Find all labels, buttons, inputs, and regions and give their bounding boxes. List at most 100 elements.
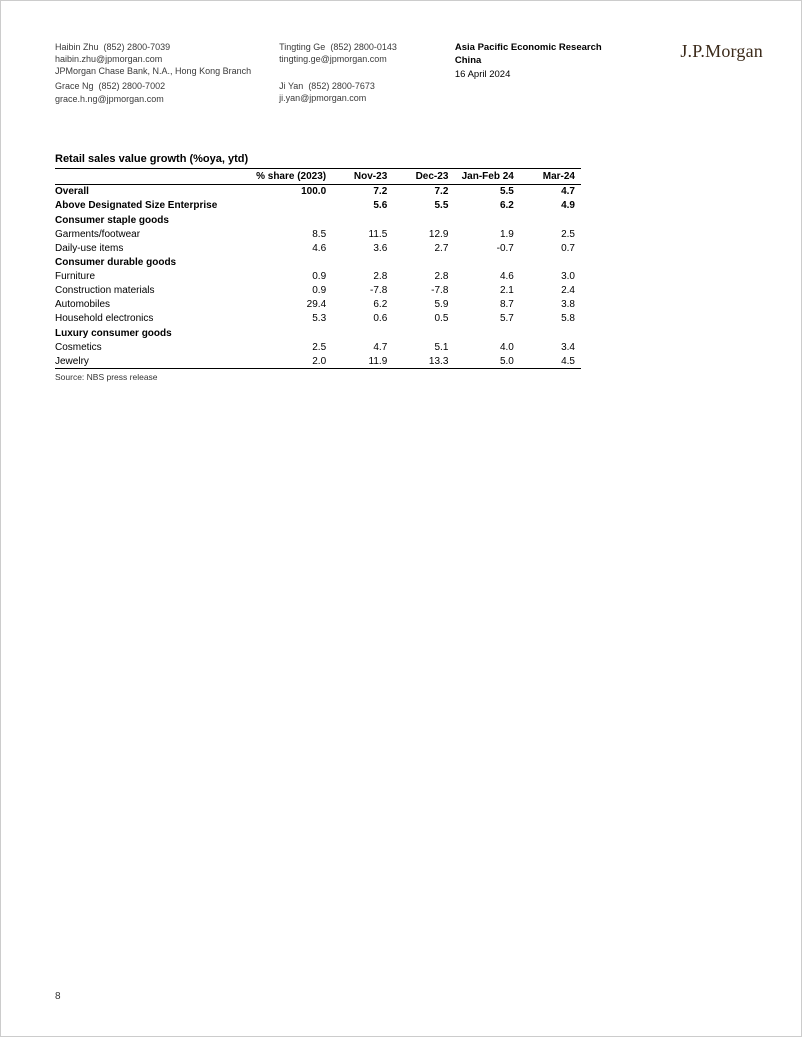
table-cell: 0.6: [332, 312, 393, 326]
table-cell: Above Designated Size Enterprise: [55, 199, 249, 213]
table-cell: 6.2: [332, 298, 393, 312]
table-cell: 5.5: [393, 199, 454, 213]
contacts-col-1: Haibin Zhu (852) 2800-7039 haibin.zhu@jp…: [55, 41, 251, 105]
table-cell: 5.1: [393, 340, 454, 354]
table-cell: 7.2: [332, 184, 393, 199]
table-cell: 8.7: [454, 298, 519, 312]
table-row: Luxury consumer goods: [55, 326, 581, 341]
table-cell: 11.5: [332, 227, 393, 241]
table-cell: 13.3: [393, 354, 454, 369]
table-cell: Luxury consumer goods: [55, 326, 249, 341]
table-cell: [454, 326, 519, 341]
table-cell: 4.7: [520, 184, 581, 199]
table-row: Above Designated Size Enterprise5.65.56.…: [55, 199, 581, 213]
table-cell: 3.6: [332, 241, 393, 255]
table-cell: 4.0: [454, 340, 519, 354]
table-cell: Cosmetics: [55, 340, 249, 354]
table-cell: 5.8: [520, 312, 581, 326]
col-header: [55, 169, 249, 185]
table-cell: 1.9: [454, 227, 519, 241]
data-table: % share (2023) Nov-23 Dec-23 Jan-Feb 24 …: [55, 169, 581, 370]
table-cell: 4.6: [454, 270, 519, 284]
table-cell: -7.8: [332, 284, 393, 298]
table-cell: 4.7: [332, 340, 393, 354]
table-cell: 5.5: [454, 184, 519, 199]
col-header: Dec-23: [393, 169, 454, 185]
table-cell: 12.9: [393, 227, 454, 241]
table-cell: [454, 213, 519, 228]
table-cell: 7.2: [393, 184, 454, 199]
contact-org: JPMorgan Chase Bank, N.A., Hong Kong Bra…: [55, 65, 251, 77]
table-cell: 2.1: [454, 284, 519, 298]
table-cell: 0.9: [249, 270, 333, 284]
table-row: Automobiles29.46.25.98.73.8: [55, 298, 581, 312]
table-row: Daily-use items4.63.62.7-0.70.7: [55, 241, 581, 255]
table-header-row: % share (2023) Nov-23 Dec-23 Jan-Feb 24 …: [55, 169, 581, 185]
table-cell: Overall: [55, 184, 249, 199]
col-header: Mar-24: [520, 169, 581, 185]
table-cell: 3.0: [520, 270, 581, 284]
table-cell: -7.8: [393, 284, 454, 298]
table-cell: Consumer staple goods: [55, 213, 249, 228]
col-header: % share (2023): [249, 169, 333, 185]
table-cell: Household electronics: [55, 312, 249, 326]
table-cell: 3.4: [520, 340, 581, 354]
table-cell: [393, 255, 454, 270]
contacts-block: Haibin Zhu (852) 2800-7039 haibin.zhu@jp…: [55, 41, 397, 105]
contact-name: Tingting Ge: [279, 42, 325, 52]
table-cell: [520, 213, 581, 228]
contact-name: Ji Yan: [279, 81, 303, 91]
table-cell: 11.9: [332, 354, 393, 369]
contact-email: tingting.ge@jpmorgan.com: [279, 53, 397, 65]
table-cell: 4.5: [520, 354, 581, 369]
table-cell: [454, 255, 519, 270]
contact-phone: (852) 2800-0143: [330, 42, 397, 52]
table-cell: Consumer durable goods: [55, 255, 249, 270]
report-country: China: [455, 54, 602, 67]
table-cell: 5.7: [454, 312, 519, 326]
table-cell: [249, 213, 333, 228]
col-header: Nov-23: [332, 169, 393, 185]
table-cell: -0.7: [454, 241, 519, 255]
table-cell: 2.7: [393, 241, 454, 255]
table-cell: [393, 213, 454, 228]
table-cell: 2.5: [520, 227, 581, 241]
contacts-col-2: Tingting Ge (852) 2800-0143 tingting.ge@…: [279, 41, 397, 105]
table-row: Consumer staple goods: [55, 213, 581, 228]
table-row: Jewelry2.011.913.35.04.5: [55, 354, 581, 369]
table-cell: Garments/footwear: [55, 227, 249, 241]
table-cell: 5.9: [393, 298, 454, 312]
table-row: Household electronics5.30.60.55.75.8: [55, 312, 581, 326]
table-title: Retail sales value growth (%oya, ytd): [55, 153, 581, 169]
report-date: 16 April 2024: [455, 68, 602, 81]
table-row: Consumer durable goods: [55, 255, 581, 270]
table-cell: 0.7: [520, 241, 581, 255]
table-cell: 8.5: [249, 227, 333, 241]
contact-phone: (852) 2800-7673: [308, 81, 375, 91]
table-cell: Furniture: [55, 270, 249, 284]
table-cell: [332, 213, 393, 228]
report-series: Asia Pacific Economic Research: [455, 41, 602, 54]
table-cell: Jewelry: [55, 354, 249, 369]
contact-name: Grace Ng: [55, 81, 94, 91]
table-cell: 5.0: [454, 354, 519, 369]
table-cell: [249, 326, 333, 341]
table-cell: [520, 326, 581, 341]
table-cell: 6.2: [454, 199, 519, 213]
contact-email: ji.yan@jpmorgan.com: [279, 92, 397, 104]
table-cell: Daily-use items: [55, 241, 249, 255]
table-cell: Automobiles: [55, 298, 249, 312]
table-cell: 2.4: [520, 284, 581, 298]
retail-sales-table: Retail sales value growth (%oya, ytd) % …: [55, 153, 581, 383]
table-row: Overall100.07.27.25.54.7: [55, 184, 581, 199]
table-row: Furniture0.92.82.84.63.0: [55, 270, 581, 284]
table-cell: 4.9: [520, 199, 581, 213]
table-cell: [249, 255, 333, 270]
contact-email: grace.h.ng@jpmorgan.com: [55, 93, 251, 105]
table-row: Garments/footwear8.511.512.91.92.5: [55, 227, 581, 241]
table-cell: [520, 255, 581, 270]
table-cell: 5.3: [249, 312, 333, 326]
table-row: Construction materials0.9-7.8-7.82.12.4: [55, 284, 581, 298]
table-cell: 100.0: [249, 184, 333, 199]
table-cell: 3.8: [520, 298, 581, 312]
